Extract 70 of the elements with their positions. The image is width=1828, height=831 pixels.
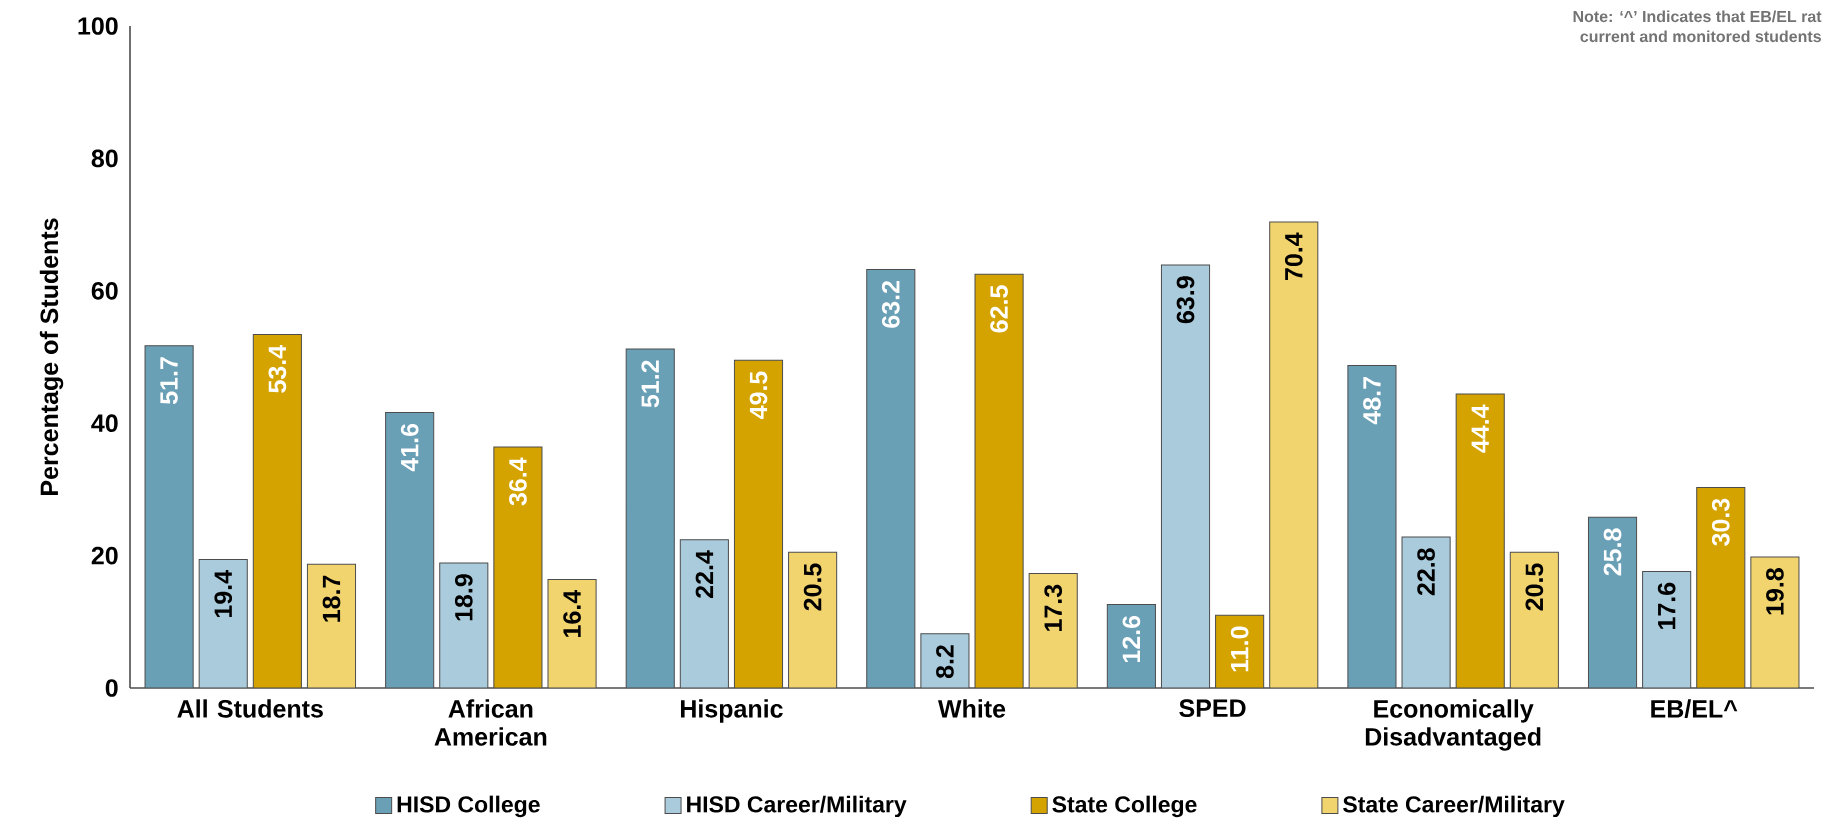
bar bbox=[679, 539, 729, 688]
y-axis-title: Percentage of Students bbox=[39, 218, 64, 495]
data-label: 19.8 bbox=[1766, 568, 1784, 615]
legend-label: HISD College bbox=[397, 795, 540, 818]
data-label: 70.4 bbox=[1284, 232, 1303, 280]
data-label: 62.5 bbox=[990, 285, 1008, 333]
data-label: 19.4 bbox=[214, 570, 233, 618]
y-tick-label: 60 bbox=[91, 281, 118, 300]
x-tick-label: EB/EL^ bbox=[1651, 699, 1738, 718]
data-label: 48.7 bbox=[1363, 377, 1381, 425]
data-label: 30.3 bbox=[1711, 498, 1730, 546]
x-tick-label: SPED bbox=[1179, 699, 1246, 718]
bar bbox=[1160, 264, 1211, 688]
annotation: current and monitored students bbox=[1580, 30, 1821, 43]
data-label: 22.8 bbox=[1417, 548, 1435, 596]
bar bbox=[493, 446, 543, 688]
legend-label: HISD Career/Military bbox=[687, 795, 907, 818]
data-label: 17.3 bbox=[1044, 584, 1063, 631]
bar bbox=[625, 348, 675, 688]
data-label: 63.2 bbox=[881, 281, 900, 328]
data-label: 22.4 bbox=[695, 550, 714, 598]
bar bbox=[144, 345, 194, 688]
bar bbox=[788, 551, 838, 688]
y-tick-label: 80 bbox=[91, 149, 118, 168]
legend-label: State Career/Military bbox=[1343, 795, 1565, 818]
bar bbox=[866, 269, 916, 688]
y-tick-label: 0 bbox=[105, 679, 118, 697]
y-tick-label: 40 bbox=[91, 414, 118, 433]
bar bbox=[385, 412, 435, 688]
x-tick-label: White bbox=[938, 699, 1006, 718]
data-label: 17.6 bbox=[1657, 582, 1676, 629]
data-label: 18.7 bbox=[322, 575, 341, 622]
data-label: 51.7 bbox=[160, 357, 178, 405]
bar bbox=[974, 273, 1024, 688]
data-label: 41.6 bbox=[400, 423, 419, 472]
data-label: 20.5 bbox=[803, 563, 822, 611]
text: Note: ‘^’ Indicates that EB/EL rat bbox=[1573, 10, 1822, 23]
bar bbox=[306, 563, 357, 688]
legend-label: State College bbox=[1052, 795, 1197, 818]
bar bbox=[1028, 572, 1078, 688]
data-label: 18.9 bbox=[454, 574, 473, 621]
x-tick-label: African American bbox=[434, 699, 547, 746]
data-label: 44.4 bbox=[1471, 404, 1489, 453]
data-label: 51.2 bbox=[641, 360, 660, 408]
bar bbox=[1509, 551, 1559, 688]
data-label: 63.9 bbox=[1176, 276, 1195, 324]
data-label: 16.4 bbox=[563, 589, 581, 637]
data-label: 11.0 bbox=[1230, 626, 1249, 672]
y-tick-label: 100 bbox=[78, 17, 118, 35]
bar bbox=[1642, 570, 1692, 688]
bar bbox=[1269, 221, 1319, 688]
bar bbox=[733, 359, 784, 688]
data-label: 49.5 bbox=[749, 371, 768, 419]
data-label: 8.2 bbox=[936, 645, 954, 679]
bar bbox=[1347, 365, 1397, 688]
x-tick-label: All Students bbox=[177, 699, 323, 718]
bar bbox=[198, 559, 248, 688]
bar bbox=[1455, 393, 1505, 688]
bar bbox=[252, 333, 302, 688]
bar bbox=[1696, 486, 1746, 688]
data-label: 12.6 bbox=[1122, 615, 1141, 663]
bar bbox=[439, 562, 489, 688]
x-tick-label: Hispanic bbox=[680, 699, 783, 723]
data-label: 25.8 bbox=[1603, 528, 1622, 576]
data-label: 20.5 bbox=[1525, 563, 1544, 611]
data-label: 53.4 bbox=[268, 345, 287, 393]
x-tick-label: Economically Disadvantaged bbox=[1365, 699, 1541, 751]
y-tick-label: 20 bbox=[91, 546, 118, 565]
bar bbox=[1587, 516, 1638, 688]
data-label: 36.4 bbox=[509, 457, 527, 506]
